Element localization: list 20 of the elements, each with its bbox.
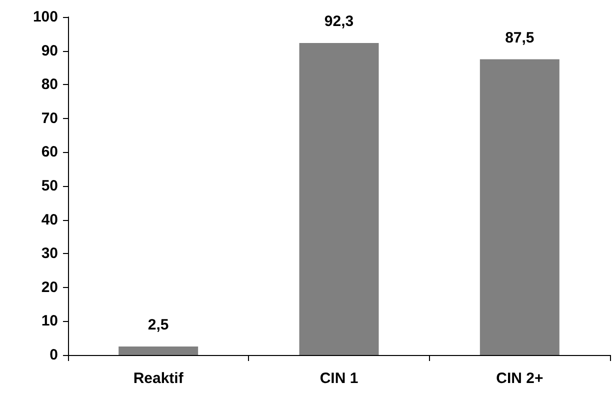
y-tick-label: 0: [50, 346, 58, 364]
y-tick-label: 20: [41, 278, 58, 296]
data-label: 92,3: [324, 13, 354, 30]
bar: [118, 346, 198, 355]
y-tick-label: 40: [41, 211, 58, 228]
x-tick-label: Reaktif: [133, 370, 184, 387]
y-tick-label: 80: [41, 76, 58, 94]
x-tick-label: CIN 1: [320, 370, 358, 387]
y-tick-label: 100: [32, 8, 58, 26]
bar: [299, 43, 379, 355]
y-tick-label: 70: [41, 110, 58, 127]
y-tick-label: 90: [41, 42, 58, 60]
data-label: 2,5: [148, 316, 169, 334]
y-tick-label: 30: [41, 245, 58, 262]
bar: [480, 59, 560, 355]
data-label: 87,5: [505, 29, 534, 46]
x-tick-label: CIN 2+: [496, 370, 544, 387]
y-tick-label: 50: [41, 178, 58, 194]
y-tick-label: 60: [41, 144, 58, 161]
y-tick-label: 10: [41, 312, 58, 330]
